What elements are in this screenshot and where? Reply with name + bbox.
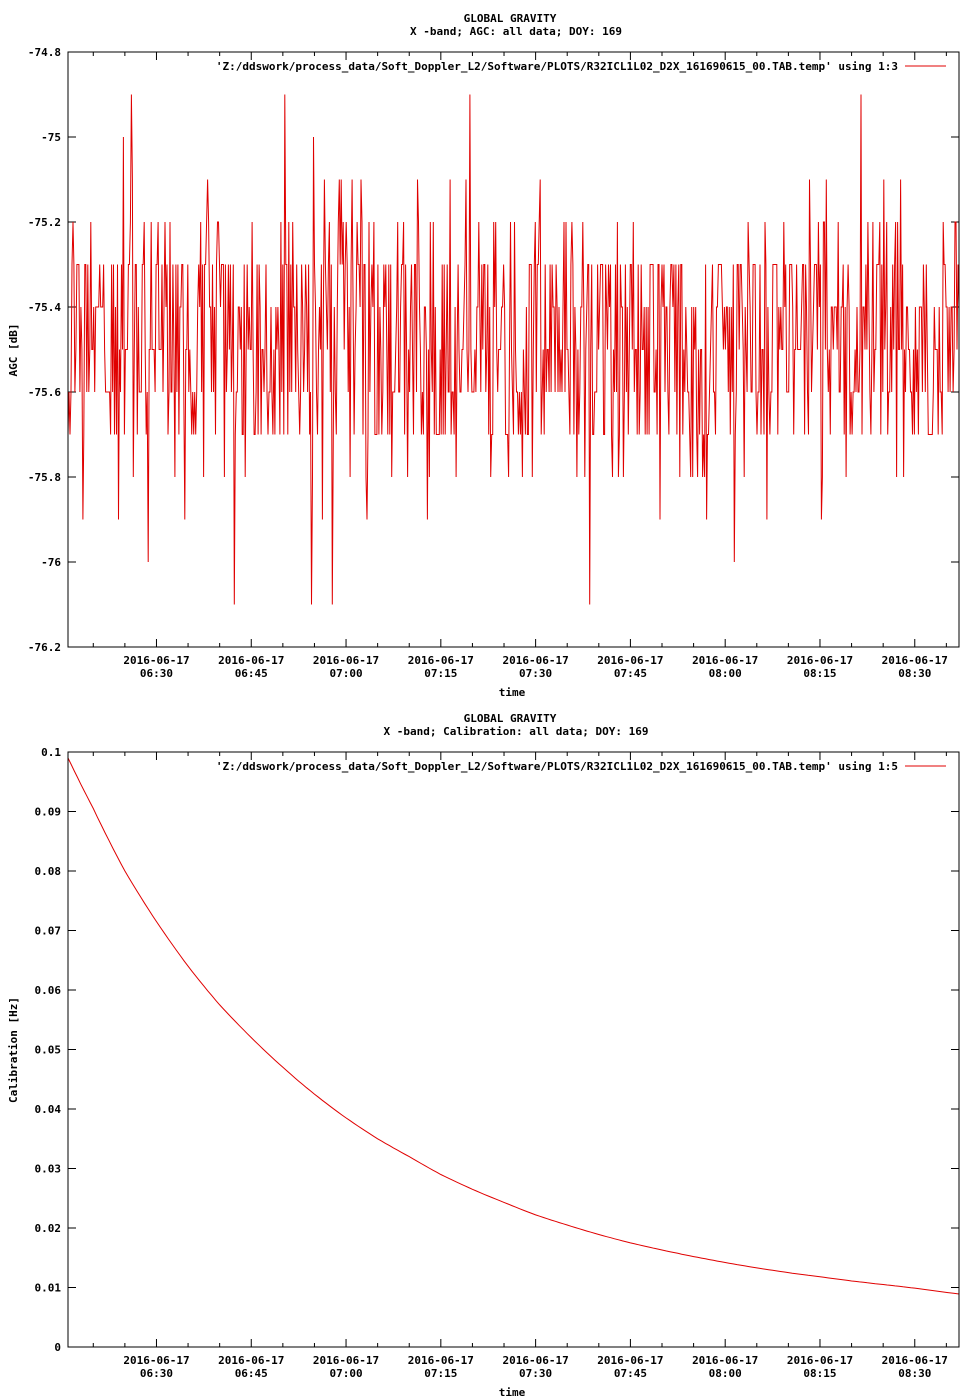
calibration-y-tick-label: 0.06 [35,984,62,997]
agc-x-tick-time: 06:45 [235,667,268,680]
calibration-x-ticks: 2016-06-1706:302016-06-1706:452016-06-17… [92,752,948,1380]
agc-x-tick-date: 2016-06-17 [597,654,663,667]
calibration-y-axis-label: Calibration [Hz] [7,997,20,1103]
calibration-x-tick-time: 08:30 [898,1367,931,1380]
agc-x-tick-date: 2016-06-17 [787,654,853,667]
agc-y-ticks: -74.8 -75 -75.2 -75.4 -75.6 -75.8 -76 -76.2 [28,46,959,654]
calibration-x-tick-date: 2016-06-17 [408,1354,474,1367]
agc-y-tick-label: -75.4 [28,301,61,314]
calibration-y-tick-label: 0.09 [35,806,62,819]
agc-x-tick-time: 08:30 [898,667,931,680]
calibration-x-tick-time: 07:30 [519,1367,552,1380]
agc-y-axis-label: AGC [dB] [7,324,20,377]
calibration-y-tick-label: 0 [54,1341,61,1354]
calibration-y-tick-label: 0.02 [35,1222,62,1235]
agc-x-tick-time: 07:15 [424,667,457,680]
calibration-x-tick-time: 06:30 [140,1367,173,1380]
agc-y-tick-label: -75.6 [28,386,61,399]
calibration-x-tick-time: 07:15 [424,1367,457,1380]
agc-x-tick-time: 08:15 [803,667,836,680]
calibration-y-tick-label: 0.05 [35,1044,62,1057]
calibration-series-line [67,757,960,1295]
agc-series-line [67,94,960,605]
calibration-x-tick-date: 2016-06-17 [597,1354,663,1367]
calibration-x-tick-date: 2016-06-17 [502,1354,568,1367]
calibration-y-tick-label: 0.08 [35,865,62,878]
agc-y-tick-label: -76 [41,556,61,569]
calibration-chart-title: GLOBAL GRAVITY [464,712,557,725]
agc-x-tick-date: 2016-06-17 [408,654,474,667]
agc-chart-subtitle: X -band; AGC: all data; DOY: 169 [410,25,622,38]
calibration-legend-label: 'Z:/ddswork/process_data/Soft_Doppler_L2… [216,760,898,773]
agc-y-tick-label: -75.8 [28,471,61,484]
agc-x-tick-time: 07:30 [519,667,552,680]
calibration-x-tick-date: 2016-06-17 [882,1354,948,1367]
calibration-x-tick-date: 2016-06-17 [787,1354,853,1367]
calibration-x-tick-date: 2016-06-17 [313,1354,379,1367]
agc-x-tick-date: 2016-06-17 [123,654,189,667]
calibration-chart: GLOBAL GRAVITY X -band; Calibration: all… [7,712,960,1399]
calibration-y-tick-label: 0.03 [35,1163,62,1176]
agc-x-tick-date: 2016-06-17 [692,654,758,667]
agc-y-tick-label: -75.2 [28,216,61,229]
calibration-x-tick-time: 07:00 [329,1367,362,1380]
agc-plot-frame [67,51,960,648]
agc-x-tick-date: 2016-06-17 [313,654,379,667]
agc-x-tick-time: 07:00 [329,667,362,680]
agc-x-tick-time: 06:30 [140,667,173,680]
agc-x-axis-label: time [499,686,526,699]
agc-y-tick-label: -76.2 [28,641,61,654]
agc-y-tick-label: -75 [41,131,61,144]
calibration-y-tick-label: 0.04 [35,1103,62,1116]
calibration-y-tick-label: 0.01 [35,1282,62,1295]
calibration-legend: 'Z:/ddswork/process_data/Soft_Doppler_L2… [216,760,946,773]
agc-legend: 'Z:/ddswork/process_data/Soft_Doppler_L2… [216,60,946,73]
calibration-y-tick-label: 0.1 [41,746,61,759]
agc-x-ticks: 2016-06-1706:302016-06-1706:452016-06-17… [92,52,948,680]
agc-chart-title: GLOBAL GRAVITY [464,12,557,25]
calibration-x-tick-date: 2016-06-17 [218,1354,284,1367]
agc-x-tick-time: 07:45 [614,667,647,680]
agc-x-tick-date: 2016-06-17 [502,654,568,667]
calibration-x-tick-time: 06:45 [235,1367,268,1380]
agc-x-tick-date: 2016-06-17 [218,654,284,667]
agc-legend-label: 'Z:/ddswork/process_data/Soft_Doppler_L2… [216,60,898,73]
calibration-y-tick-label: 0.07 [35,925,62,938]
agc-y-tick-label: -74.8 [28,46,61,59]
calibration-plot-frame [67,751,960,1348]
calibration-chart-subtitle: X -band; Calibration: all data; DOY: 169 [384,725,649,738]
agc-chart: GLOBAL GRAVITY X -band; AGC: all data; D… [7,12,960,699]
calibration-x-tick-date: 2016-06-17 [692,1354,758,1367]
calibration-y-ticks: 0.1 0.09 0.08 0.07 0.06 0.05 0.04 0.03 0.02 0.01 0 [35,746,959,1354]
agc-x-tick-date: 2016-06-17 [882,654,948,667]
calibration-x-tick-date: 2016-06-17 [123,1354,189,1367]
calibration-x-tick-time: 08:00 [709,1367,742,1380]
agc-x-tick-time: 08:00 [709,667,742,680]
calibration-x-tick-time: 08:15 [803,1367,836,1380]
calibration-x-tick-time: 07:45 [614,1367,647,1380]
calibration-x-axis-label: time [499,1386,526,1399]
